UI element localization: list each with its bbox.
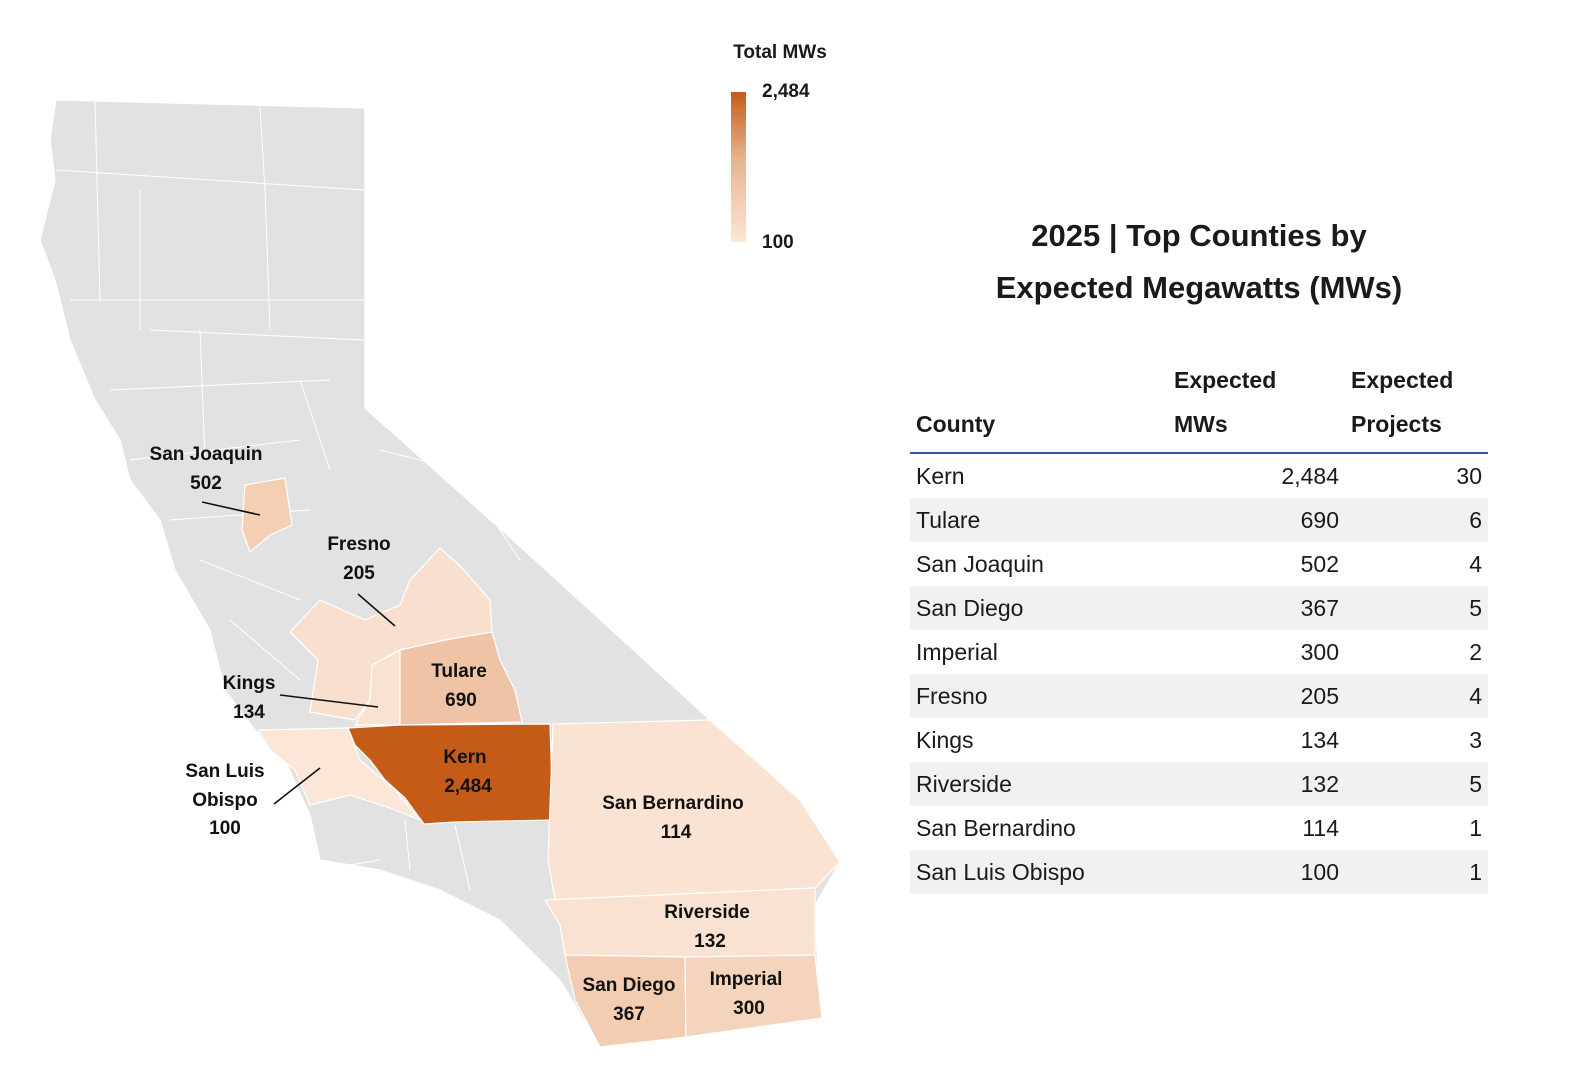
county-san-diego[interactable] [564,954,687,1048]
county-imperial[interactable] [684,954,823,1038]
table-header-row: County Expected MWs Expected Projects [910,358,1488,454]
label-san-joaquin-name: San Joaquin [150,444,263,465]
cell-county: San Bernardino [916,814,1076,841]
cell-projects: 5 [1345,762,1488,806]
table-row: San Joaquin 502 4 [910,542,1488,586]
table-title-line2: Expected Megawatts (MWs) [995,270,1403,305]
legend-max-label: 2,484 [762,81,810,102]
table-row: Fresno 205 4 [910,674,1488,718]
label-fresno-name: Fresno [327,534,390,555]
label-tulare-name: Tulare [431,661,487,682]
header-expected-mws: Expected MWs [1168,358,1345,454]
leader-san-luis-obispo [273,767,321,805]
cell-county: San Diego [910,586,1168,630]
label-riverside-name: Riverside [664,902,750,923]
cell-mws: 205 [1168,674,1345,718]
cell-mws: 2,484 [1281,462,1339,489]
cell-county: Tulare [910,498,1168,542]
county-san-luis-obispo[interactable] [257,727,421,821]
county-san-bernardino[interactable] [547,719,841,901]
table-row: Kings 134 3 [910,718,1488,762]
header-projects-line2: Projects [1351,411,1442,437]
table-row: Riverside 132 5 [910,762,1488,806]
cell-county: Kern [916,462,965,489]
label-san-luis-obispo-value: 100 [209,818,241,839]
cell-mws: 502 [1300,550,1339,577]
cell-mws: 134 [1300,726,1339,753]
cell-projects: 2 [1469,638,1482,665]
header-projects-line1: Expected [1351,367,1454,393]
cell-county: San Luis Obispo [910,850,1168,894]
county-kern[interactable] [347,723,554,825]
legend-title: Total MWs [733,42,827,63]
cell-mws: 690 [1168,498,1345,542]
table-row: Imperial 300 2 [910,630,1488,674]
label-san-luis-obispo-name2: Obispo [192,790,257,811]
label-fresno-value: 205 [343,563,375,584]
cell-projects: 3 [1469,726,1482,753]
header-expected-projects: Expected Projects [1345,358,1488,454]
cell-county: Imperial [916,638,998,665]
label-kings-value: 134 [233,702,265,723]
cell-projects: 4 [1345,674,1488,718]
header-mws-line1: Expected [1174,367,1277,393]
county-fresno[interactable] [289,547,493,721]
leader-fresno [357,593,396,627]
table-row: San Diego 367 5 [910,586,1488,630]
label-imperial-value: 300 [733,998,765,1019]
table-title: 2025 | Top Counties by Expected Megawatt… [910,210,1488,314]
label-imperial-name: Imperial [710,969,783,990]
label-riverside-value: 132 [694,931,726,952]
label-kings-name: Kings [223,673,276,694]
cell-mws: 114 [1302,814,1339,841]
legend-min-label: 100 [762,232,794,253]
cell-county: Kings [916,726,974,753]
cell-county: Fresno [910,674,1168,718]
label-tulare-value: 690 [445,690,477,711]
cell-mws: 300 [1300,638,1339,665]
table-title-line1: 2025 | Top Counties by [1031,218,1367,253]
header-mws-line2: MWs [1174,411,1228,437]
cell-projects: 6 [1345,498,1488,542]
leader-san-joaquin [201,501,261,516]
label-san-joaquin-value: 502 [190,473,222,494]
table-row: Kern 2,484 30 [910,453,1488,498]
header-county: County [910,358,1168,454]
label-san-diego-value: 367 [613,1004,645,1025]
cell-projects: 1 [1469,814,1482,841]
cell-mws: 100 [1168,850,1345,894]
legend-color-scale [731,92,746,242]
cell-projects: 4 [1469,550,1482,577]
cell-mws: 367 [1168,586,1345,630]
cell-projects: 5 [1345,586,1488,630]
label-kern-value: 2,484 [444,776,492,797]
california-county-map: San Joaquin 502 Fresno 205 Tulare 690 Ki… [39,99,841,1048]
label-kern-name: Kern [443,747,486,768]
table-row: San Luis Obispo 100 1 [910,850,1488,894]
county-san-joaquin[interactable] [241,477,293,553]
cell-projects: 30 [1456,462,1482,489]
table-row: Tulare 690 6 [910,498,1488,542]
label-san-diego-name: San Diego [583,975,676,996]
table-row: San Bernardino 114 1 [910,806,1488,850]
label-san-luis-obispo-name: San Luis [185,761,264,782]
cell-mws: 132 [1168,762,1345,806]
cell-county: San Joaquin [916,550,1044,577]
leader-kings [279,694,379,708]
cell-projects: 1 [1345,850,1488,894]
label-san-bernardino-name: San Bernardino [602,793,743,814]
top-counties-table: County Expected MWs Expected Projects Ke… [910,358,1488,894]
label-san-bernardino-value: 114 [661,822,692,843]
cell-county: Riverside [910,762,1168,806]
